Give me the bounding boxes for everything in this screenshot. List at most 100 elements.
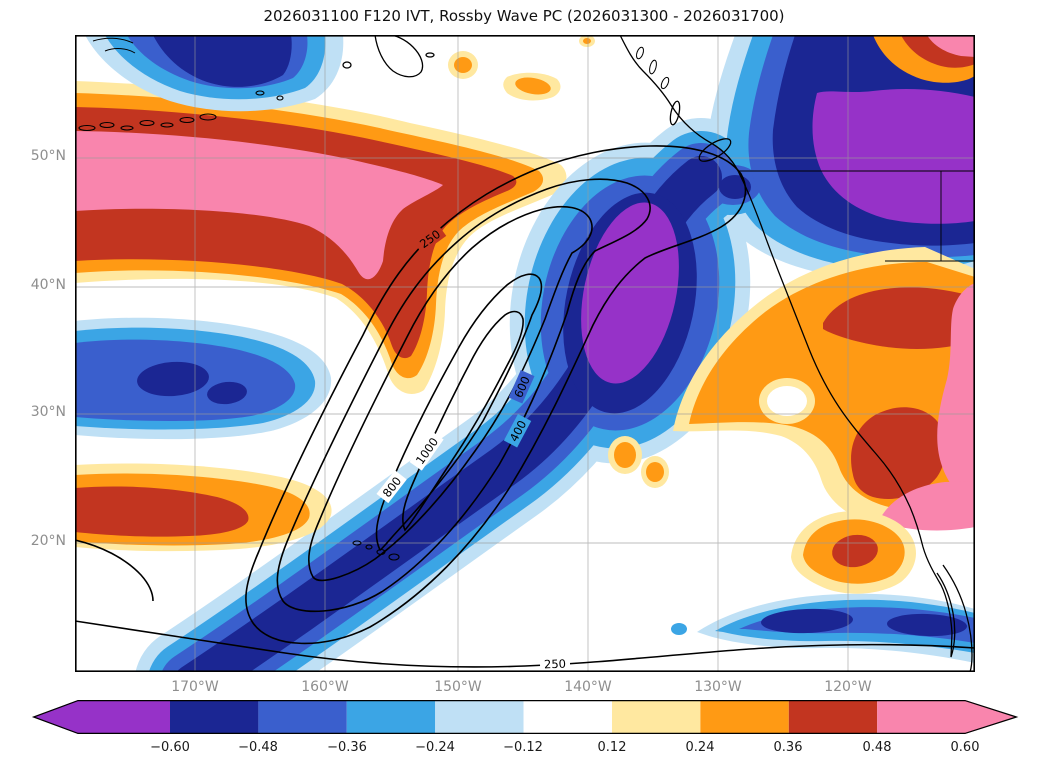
colorbar — [31, 700, 1019, 734]
br-neg-navy — [761, 608, 853, 634]
colorbar-seg-2 — [258, 700, 347, 734]
br-neg-dot-cyan — [671, 623, 687, 635]
x-tick-130w: 130°W — [694, 679, 742, 695]
label-bg — [413, 223, 447, 254]
colorbar-outline — [31, 700, 1019, 734]
label-bg — [539, 655, 571, 672]
chart-title: 2026031100 F120 IVT, Rossby Wave PC (202… — [263, 7, 785, 25]
island — [365, 544, 373, 550]
spot-orange — [515, 77, 551, 95]
spot-orange — [583, 38, 591, 44]
ivt-contour-600 — [308, 205, 593, 582]
swus-red-lower — [851, 407, 946, 499]
contour-label-250-south: 250 — [539, 655, 571, 672]
cb-tick-9: 0.60 — [950, 740, 980, 755]
colorbar-over-arrow — [965, 700, 1017, 734]
swus-red-upper — [823, 287, 975, 349]
label-bg — [508, 370, 535, 404]
bering-coast-fragments — [92, 37, 136, 54]
x-tick-160w: 160°W — [301, 679, 349, 695]
colorbar-seg-4 — [435, 700, 524, 734]
island — [425, 52, 435, 58]
cb-tick-5: 0.12 — [597, 740, 627, 755]
ivt-contour-250 — [245, 145, 747, 645]
ivt-contour-250-south — [75, 620, 975, 668]
coastline-gulf-california — [942, 564, 973, 672]
island — [376, 548, 386, 556]
colorbar-seg-9 — [877, 700, 965, 734]
map-frame — [75, 35, 975, 672]
cb-tick-3: −0.24 — [415, 740, 455, 755]
gridlines — [75, 35, 975, 672]
shade-left-negative — [75, 317, 332, 440]
y-tick-30n: 30°N — [30, 404, 66, 420]
label-bg — [376, 470, 407, 504]
ivt-contour-400 — [276, 178, 651, 613]
map-plot: 250 400 600 800 1000 — [75, 35, 975, 672]
island — [199, 113, 217, 121]
ivt-contour-labels: 250 400 600 800 1000 — [376, 223, 571, 672]
island — [99, 121, 115, 129]
island — [139, 119, 155, 127]
x-tick-170w: 170°W — [171, 679, 219, 695]
swus-hole-white — [767, 386, 807, 416]
hawaiian-islands — [352, 540, 400, 561]
swus-pink-edge — [937, 283, 975, 505]
political-borders — [739, 170, 975, 262]
island — [342, 61, 352, 69]
colorbar-seg-1 — [170, 700, 259, 734]
label-bg — [409, 430, 444, 471]
island — [636, 46, 644, 60]
shade-topright-corner — [873, 35, 975, 83]
vancouver-island — [698, 138, 732, 162]
coast-fragment — [92, 37, 134, 44]
shade-bottomright-positive — [791, 511, 916, 594]
cb-tick-8: 0.48 — [862, 740, 892, 755]
label-text: 250 — [544, 657, 566, 672]
y-tick-40n: 40°N — [30, 277, 66, 293]
shade-center-spots — [608, 436, 669, 488]
y-tick-50n: 50°N — [30, 148, 66, 164]
ivt-contour-800 — [375, 273, 543, 551]
spot-orange — [454, 57, 472, 73]
ivt-contour-250-west — [75, 539, 154, 602]
island — [179, 116, 195, 124]
shade-trough — [135, 35, 975, 672]
x-tick-120w: 120°W — [824, 679, 872, 695]
br-neg-navy — [887, 613, 967, 637]
colorbar-seg-7 — [700, 700, 789, 734]
swus-pink-bottom — [881, 481, 975, 531]
island — [388, 553, 400, 561]
cb-tick-1: −0.48 — [238, 740, 278, 755]
cb-tick-0: −0.60 — [150, 740, 190, 755]
x-tick-140w: 140°W — [564, 679, 612, 695]
island — [276, 95, 284, 101]
left-neg-navy — [137, 361, 209, 397]
left-pos-red — [75, 486, 249, 537]
island — [352, 540, 362, 546]
spot-orange — [646, 462, 664, 482]
island — [649, 59, 657, 75]
aleutian-islands — [78, 90, 284, 132]
alexander-archipelago — [636, 46, 670, 90]
shade-np-positive-band — [75, 81, 567, 394]
spot-orange — [614, 442, 636, 468]
coast-fragment — [104, 48, 136, 54]
colorbar-seg-under — [78, 700, 170, 734]
colorbar-seg-8 — [788, 700, 878, 734]
haida-gwaii-island — [669, 100, 681, 126]
ivt-contours — [75, 145, 975, 668]
coastline-north-america — [619, 35, 956, 658]
colorbar-seg-5 — [523, 700, 612, 734]
y-tick-20n: 20°N — [30, 533, 66, 549]
coastlines — [78, 35, 975, 672]
x-tick-150w: 150°W — [434, 679, 482, 695]
cb-tick-4: −0.12 — [503, 740, 543, 755]
tr-corner-pink — [927, 35, 975, 57]
label-bg — [503, 414, 532, 448]
island — [160, 122, 174, 128]
island — [78, 124, 96, 132]
cb-tick-6: 0.24 — [685, 740, 715, 755]
island — [660, 76, 670, 90]
cb-tick-2: −0.36 — [327, 740, 367, 755]
